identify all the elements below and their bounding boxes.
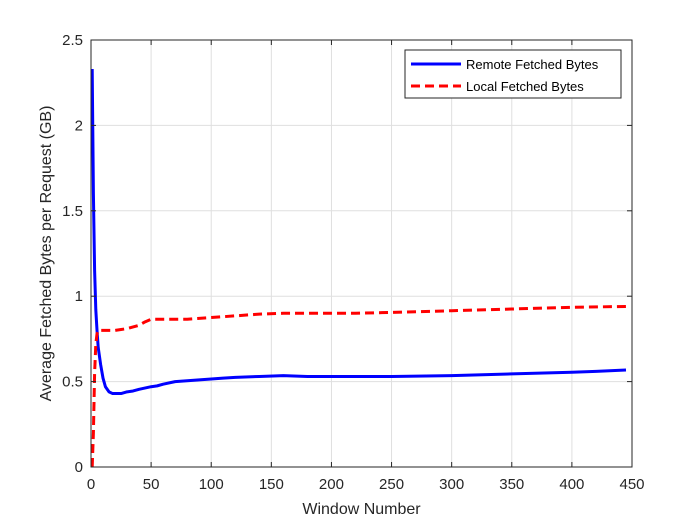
plot-area [91, 40, 632, 467]
y-tick-label: 1 [75, 288, 83, 305]
grid-lines [91, 40, 632, 467]
x-axis-label: Window Number [302, 501, 421, 518]
x-tick-label: 250 [379, 476, 404, 493]
series-line-local [90, 304, 627, 468]
legend-box [404, 49, 622, 99]
x-tick-label: 200 [319, 476, 344, 493]
y-tick-label: 2 [75, 117, 83, 134]
y-tick-label: 0 [75, 459, 83, 476]
y-tick-label: 2.5 [62, 32, 83, 49]
legend: Remote Fetched Bytes Local Fetched Bytes [404, 49, 622, 99]
x-tick-label: 50 [143, 476, 160, 493]
x-tick-label: 300 [439, 476, 464, 493]
series-line-remote [90, 69, 627, 396]
x-tick-label: 150 [259, 476, 284, 493]
y-axis-label: Average Fetched Bytes per Request (GB) [38, 106, 55, 402]
y-tick-label: 1.5 [62, 203, 83, 220]
x-tick-label: 0 [87, 476, 95, 493]
x-tick-label: 450 [619, 476, 644, 493]
x-tick-label: 400 [559, 476, 584, 493]
series-layer [90, 69, 627, 468]
x-tick-label: 350 [499, 476, 524, 493]
tick-layer: 0 50 100 150 200 250 300 350 400 450 0 0.5 1 1.5 2 2.5 [62, 32, 644, 493]
legend-label-remote: Remote Fetched Bytes [466, 57, 599, 72]
x-tick-label: 100 [199, 476, 224, 493]
y-tick-label: 0.5 [62, 374, 83, 391]
plot-frame [90, 39, 633, 468]
legend-label-local: Local Fetched Bytes [466, 79, 584, 94]
